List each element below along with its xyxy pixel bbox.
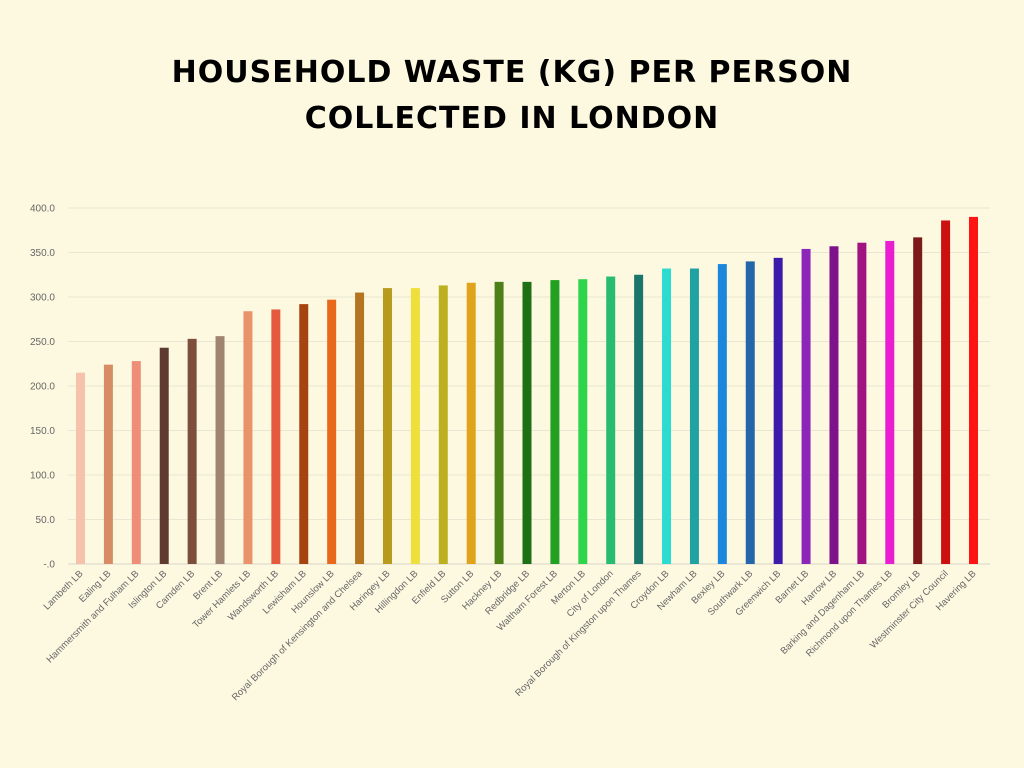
bar [76,372,85,564]
bar [829,246,839,564]
y-tick-label: 300.0 [30,293,55,304]
bar [969,216,978,564]
bar [355,292,365,564]
bar [745,261,755,564]
bar [187,338,197,564]
bar [438,285,448,564]
chart-title-line-1: HOUSEHOLD WASTE (KG) PER PERSON [171,55,853,90]
bar [271,309,281,564]
bar [103,364,113,564]
bar [857,242,867,564]
bar [159,347,169,564]
bar [606,276,616,564]
bar [299,304,309,564]
bar [773,257,783,564]
bar [662,268,672,564]
bar [522,281,532,564]
bars [76,216,978,564]
y-axis-tick-labels: -.0 50.0 100.0 150.0 200.0 250.0 300.0 350.0 400… [30,204,55,571]
bar [885,240,895,564]
y-tick-label: 400.0 [30,204,55,215]
bar [466,282,476,564]
x-tick-label: Royal Borough of Kensington and Chelsea [230,568,365,703]
bar [215,336,225,564]
bar [327,299,337,564]
y-tick-label: 150.0 [30,426,55,437]
bar [243,311,253,564]
y-tick-label: 50.0 [36,515,56,526]
y-tick-label: 200.0 [30,382,55,393]
y-tick-label: 100.0 [30,471,55,482]
y-tick-label: 350.0 [30,248,55,259]
bar [131,361,141,564]
bar [801,248,811,564]
bar [634,274,644,564]
bar [550,280,560,564]
bar [689,268,699,564]
bar [717,264,727,564]
bar [382,288,392,564]
y-tick-label: -.0 [43,560,55,571]
bar [578,279,588,564]
bar [913,237,923,564]
chart-title-line-2: COLLECTED IN LONDON [304,101,720,136]
y-tick-label: 250.0 [30,337,55,348]
x-tick-label: Lambeth LB [42,568,86,612]
bar [941,220,951,564]
chart-title: HOUSEHOLD WASTE (KG) PER PERSON COLLECTE… [0,50,1024,142]
bar [494,281,504,564]
bar [410,288,420,564]
